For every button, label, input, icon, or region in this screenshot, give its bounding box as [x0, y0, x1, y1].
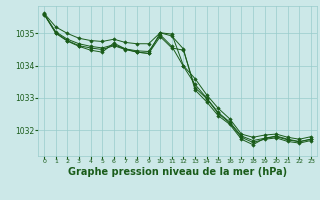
- X-axis label: Graphe pression niveau de la mer (hPa): Graphe pression niveau de la mer (hPa): [68, 167, 287, 177]
